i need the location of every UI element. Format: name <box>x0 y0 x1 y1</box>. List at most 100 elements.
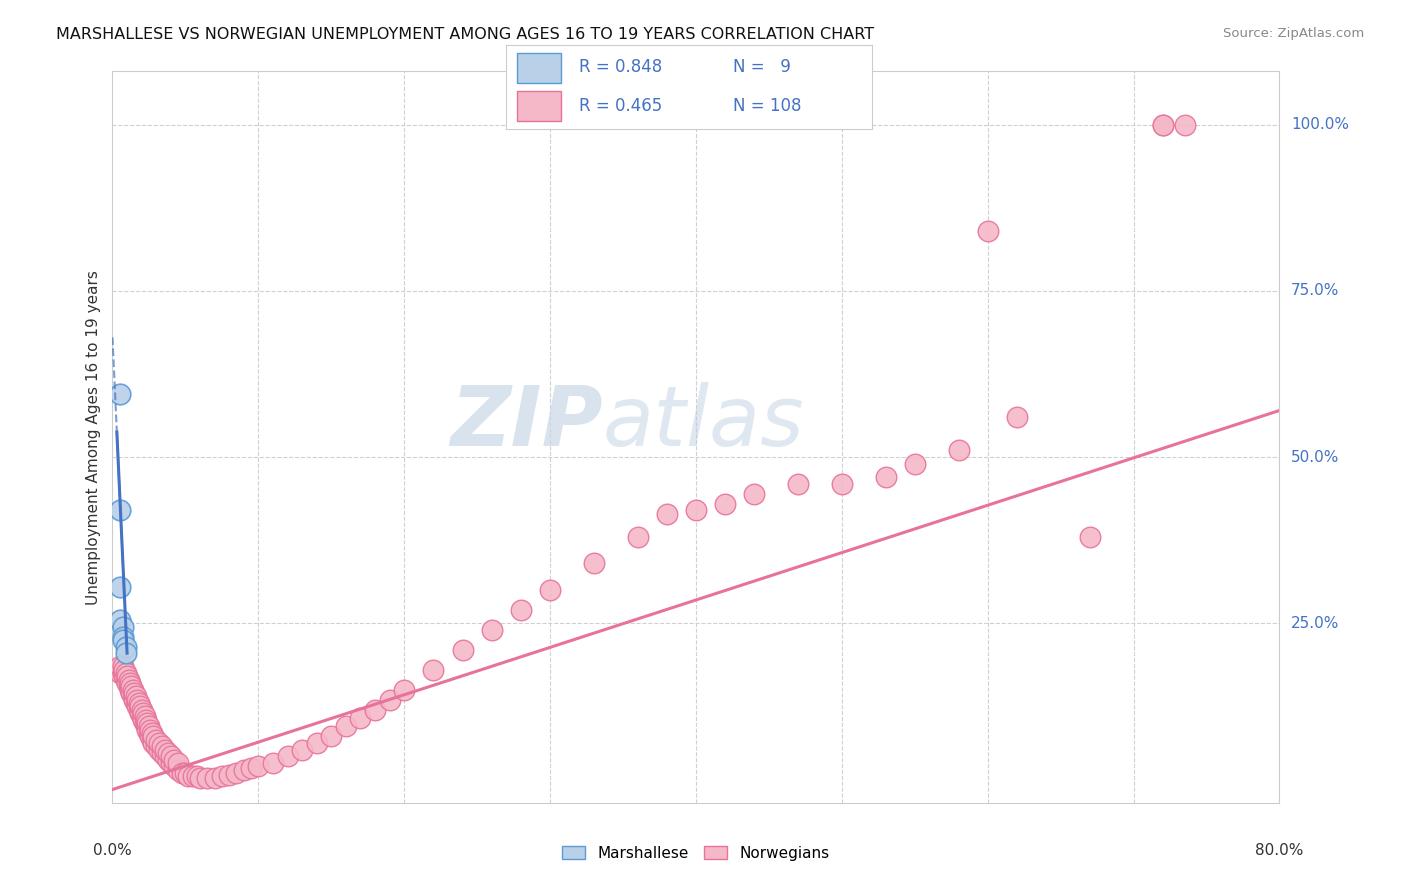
Point <box>163 759 186 773</box>
Point <box>108 580 131 594</box>
Point <box>742 486 765 500</box>
Point <box>451 643 474 657</box>
Point <box>582 557 605 571</box>
Point <box>145 739 167 754</box>
Point <box>108 613 131 627</box>
Point <box>188 771 211 785</box>
Text: N =   9: N = 9 <box>733 59 790 77</box>
Point <box>394 682 416 697</box>
Point <box>114 673 136 687</box>
Point <box>160 756 183 770</box>
Point <box>142 736 165 750</box>
Point <box>128 703 150 717</box>
Point <box>135 713 157 727</box>
Point <box>364 703 387 717</box>
Point <box>127 699 149 714</box>
Text: 25.0%: 25.0% <box>1291 615 1340 631</box>
Point <box>148 736 170 750</box>
Point <box>538 582 561 597</box>
Point <box>117 673 139 687</box>
Point <box>211 769 233 783</box>
Point <box>118 682 141 697</box>
Point <box>1152 118 1174 132</box>
Point <box>148 742 170 756</box>
Text: R = 0.465: R = 0.465 <box>579 97 662 115</box>
Point <box>111 666 134 681</box>
Text: 80.0%: 80.0% <box>1256 843 1303 858</box>
Point <box>136 723 159 737</box>
Y-axis label: Unemployment Among Ages 16 to 19 years: Unemployment Among Ages 16 to 19 years <box>86 269 101 605</box>
Point <box>132 706 155 720</box>
Point <box>115 676 138 690</box>
Point <box>1005 410 1028 425</box>
Point <box>141 726 163 740</box>
Point <box>114 646 136 660</box>
Point <box>132 713 155 727</box>
Point <box>422 663 444 677</box>
Bar <box>517 91 561 120</box>
Text: Source: ZipAtlas.com: Source: ZipAtlas.com <box>1223 27 1364 40</box>
Point <box>127 692 149 706</box>
Point <box>831 476 853 491</box>
Point <box>128 696 150 710</box>
Point <box>118 676 141 690</box>
Point <box>321 729 343 743</box>
Point <box>1078 530 1101 544</box>
Point <box>120 680 142 694</box>
Point <box>129 706 152 720</box>
Point <box>1152 118 1174 132</box>
Point <box>124 692 146 706</box>
Point <box>153 742 176 756</box>
Point <box>349 711 371 725</box>
Point <box>108 659 131 673</box>
Point <box>129 699 152 714</box>
Point <box>108 387 131 401</box>
Point <box>131 703 153 717</box>
Text: 0.0%: 0.0% <box>93 843 132 858</box>
Point <box>160 749 183 764</box>
Point <box>167 763 190 777</box>
Point <box>186 769 208 783</box>
Point <box>875 470 897 484</box>
Point <box>120 686 142 700</box>
Point <box>904 457 927 471</box>
Point <box>139 729 162 743</box>
Point <box>232 763 254 777</box>
Text: MARSHALLESE VS NORWEGIAN UNEMPLOYMENT AMONG AGES 16 TO 19 YEARS CORRELATION CHAR: MARSHALLESE VS NORWEGIAN UNEMPLOYMENT AM… <box>56 27 875 42</box>
Point <box>163 753 186 767</box>
Point <box>627 530 650 544</box>
Point <box>136 716 159 731</box>
Point <box>142 729 165 743</box>
Bar <box>517 54 561 83</box>
Point <box>134 709 156 723</box>
Point <box>156 746 179 760</box>
Text: atlas: atlas <box>603 382 804 463</box>
Point <box>139 723 162 737</box>
Point <box>195 771 218 785</box>
Text: 100.0%: 100.0% <box>1291 117 1350 132</box>
Point <box>111 632 134 647</box>
Point <box>141 732 163 747</box>
Point <box>115 669 138 683</box>
Point <box>134 716 156 731</box>
Text: 75.0%: 75.0% <box>1291 284 1340 298</box>
Point <box>247 759 270 773</box>
Point <box>655 507 678 521</box>
Point <box>114 640 136 654</box>
Point <box>125 690 148 704</box>
Point <box>948 443 970 458</box>
Point <box>225 765 247 780</box>
Point <box>177 769 200 783</box>
Point <box>174 765 197 780</box>
Text: ZIP: ZIP <box>450 382 603 463</box>
Point <box>112 669 135 683</box>
Point <box>218 768 240 782</box>
Point <box>714 497 737 511</box>
Point <box>122 682 145 697</box>
Point <box>117 680 139 694</box>
Point <box>145 732 167 747</box>
Point <box>111 619 134 633</box>
Point <box>114 666 136 681</box>
Point <box>291 742 314 756</box>
Point <box>153 749 176 764</box>
